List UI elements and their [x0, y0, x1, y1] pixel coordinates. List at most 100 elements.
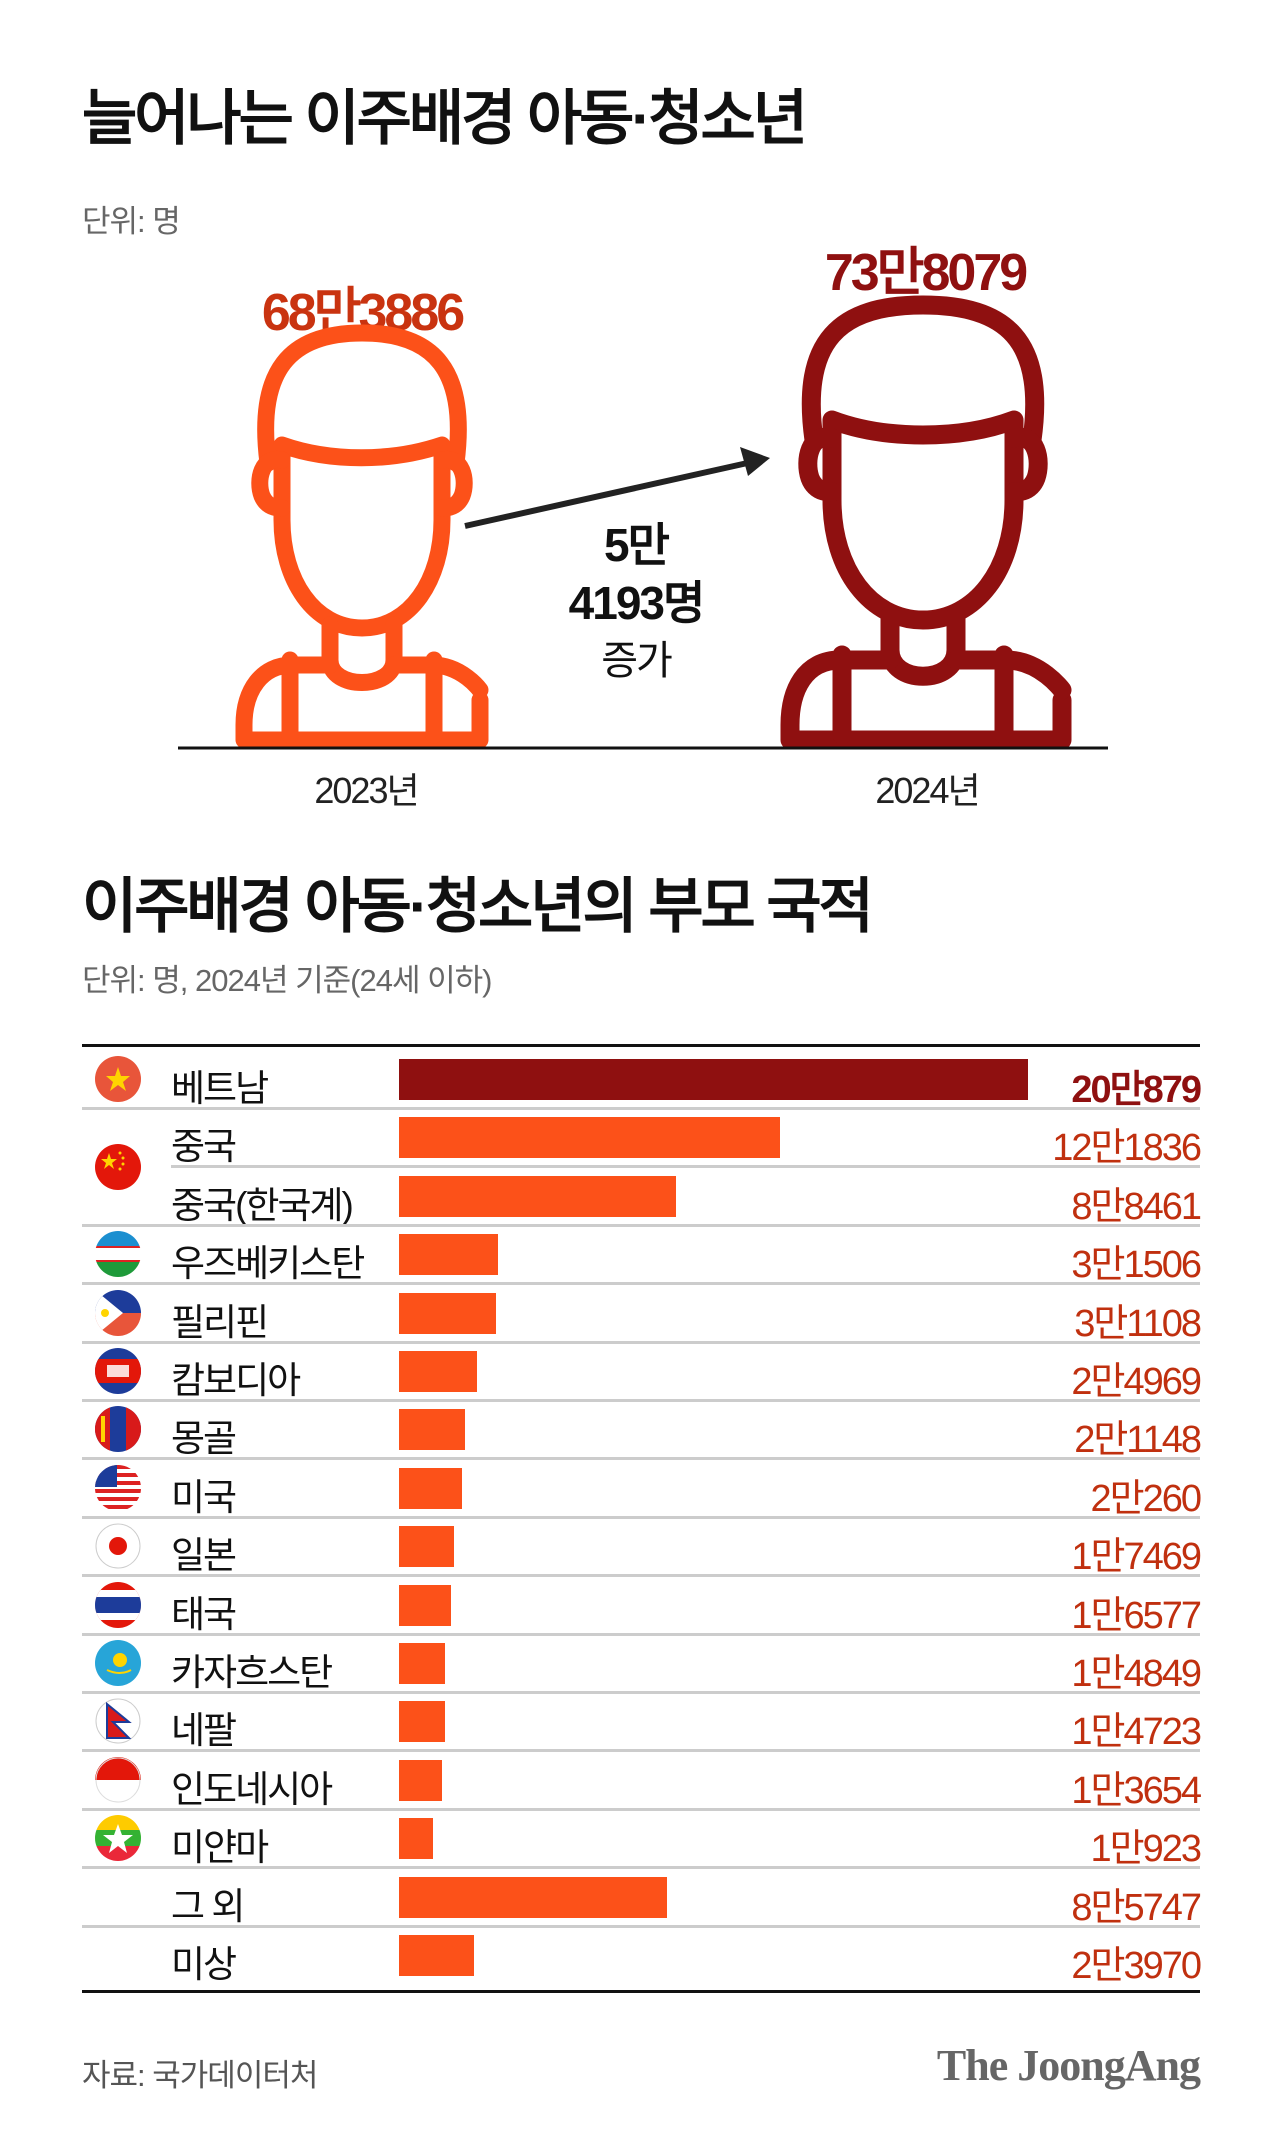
bar-label: 미국 [171, 1476, 237, 1518]
bar-row: 중국 12만1836 [82, 1108, 1202, 1190]
row-divider [82, 1457, 1200, 1461]
bar [399, 1467, 463, 1509]
unit-label: 단위: 명 [82, 204, 181, 239]
bar-label: 우즈베키스탄 [171, 1243, 365, 1285]
bar-row: 미상 2만3970 [82, 1926, 1202, 1987]
mongolia-flag-icon [95, 1406, 141, 1453]
bar-value-label: 1만6577 [1071, 1594, 1202, 1637]
vietnam-flag-icon [95, 1056, 141, 1102]
bar-value-label: 2만3970 [1071, 1945, 1202, 1987]
comparison-graphic [178, 295, 1108, 750]
arrow-line [464, 459, 753, 529]
source-label: 자료: 국가데이터처 [82, 2058, 318, 2093]
bar [399, 1876, 668, 1918]
bar-value-label: 3만1506 [1071, 1244, 1202, 1287]
bar-label: 중국 [171, 1126, 237, 1168]
row-divider [82, 1107, 1200, 1110]
value-2024: 73만8079 [824, 244, 1028, 302]
bar [399, 1409, 466, 1451]
bar [399, 1351, 478, 1392]
bar-value-label: 8만5747 [1071, 1886, 1202, 1929]
row-divider [82, 1515, 1200, 1519]
bar [399, 1818, 434, 1860]
bar-label: 그 외 [171, 1885, 245, 1927]
row-divider [82, 1632, 1200, 1636]
table-bottom-rule [82, 1990, 1200, 1993]
philippines-flag-icon [95, 1289, 141, 1336]
bar-row: 카자흐스탄 1만4849 [82, 1634, 1202, 1695]
bar-value-label: 1만7469 [1071, 1536, 1202, 1579]
bar-label: 인도네시아 [171, 1768, 333, 1810]
bar-row: 그 외 8만5747 [82, 1868, 1202, 1929]
row-divider [82, 1866, 1200, 1870]
person-icon-2023 [235, 324, 489, 749]
bar-row: 우즈베키스탄 3만1506 [82, 1225, 1202, 1286]
bar [399, 1584, 451, 1626]
bar-label: 필리핀 [171, 1301, 269, 1343]
bar-label: 베트남 [171, 1068, 269, 1109]
thailand-flag-icon [95, 1581, 141, 1628]
china-flag-icon [95, 1143, 141, 1190]
bar-label: 카자흐스탄 [171, 1652, 333, 1693]
bar-row: 필리핀 3만1108 [82, 1284, 1202, 1345]
row-divider [82, 1340, 1200, 1344]
bar-label: 미상 [171, 1944, 237, 1985]
bar [399, 1292, 497, 1334]
usa-flag-icon [95, 1464, 141, 1511]
kazakhstan-flag-icon [95, 1640, 141, 1686]
increase-line3: 증가 [601, 639, 673, 683]
year-2023-label: 2023년 [314, 770, 419, 811]
japan-flag-icon [95, 1523, 141, 1569]
row-divider [82, 1282, 1200, 1286]
increase-label: 5만 4193명 증가 [569, 516, 706, 690]
increase-line1: 5만 [604, 519, 670, 571]
bar [399, 1935, 475, 1976]
uzbekistan-flag-icon [95, 1231, 141, 1278]
row-divider [82, 1223, 1200, 1227]
bar-row: 캄보디아 2만4969 [82, 1342, 1202, 1403]
bar-value-label: 3만1108 [1074, 1302, 1202, 1345]
bar [399, 1759, 442, 1801]
bar-value-label: 2만260 [1090, 1477, 1202, 1520]
bar-row: 네팔 1만4723 [82, 1692, 1202, 1753]
bar-value-label: 20만879 [1071, 1069, 1202, 1111]
nepal-flag-icon [95, 1698, 141, 1744]
person-icon-2024 [780, 295, 1072, 750]
cambodia-flag-icon [95, 1348, 141, 1394]
bar-row: 미얀마 1만923 [82, 1809, 1202, 1870]
bar-label: 미얀마 [171, 1827, 269, 1869]
bar-value-label: 8만8461 [1071, 1185, 1202, 1228]
bar-label: 네팔 [171, 1710, 237, 1752]
bar-value-label: 12만1836 [1052, 1127, 1202, 1170]
joongang-logo: The JoongAng [936, 2041, 1201, 2090]
row-divider [82, 1574, 1200, 1578]
bar [399, 1234, 498, 1276]
section2-title: 이주배경 아동·청소년의 부모 국적 [82, 873, 874, 940]
indonesia-flag-icon [95, 1756, 141, 1803]
bar-value-label: 1만4723 [1071, 1711, 1202, 1754]
bar [399, 1175, 676, 1217]
section2-unit: 단위: 명, 2024년 기준(24세 이하) [82, 963, 492, 998]
year-2024-label: 2024년 [875, 770, 980, 811]
bar-row: 몽골 2만1148 [82, 1400, 1202, 1461]
bar-row: 미국 2만260 [82, 1459, 1202, 1520]
bar-label: 몽골 [171, 1418, 237, 1460]
row-divider [82, 1691, 1200, 1694]
bar-row: 베트남 20만879 [82, 1050, 1202, 1111]
row-divider [82, 1924, 1200, 1928]
row-divider [171, 1165, 1200, 1169]
bar-label: 중국(한국계) [171, 1184, 354, 1226]
page-title: 늘어나는 이주배경 아동·청소년 [82, 85, 808, 152]
bar-row: 일본 1만7469 [82, 1517, 1202, 1578]
bar-value-label: 2만1148 [1074, 1419, 1202, 1462]
bar-value-label: 1만923 [1090, 1828, 1202, 1871]
bar-value-label: 1만4849 [1071, 1653, 1202, 1695]
bar-label: 캄보디아 [171, 1360, 301, 1401]
myanmar-flag-icon [95, 1815, 141, 1862]
row-divider [82, 1399, 1200, 1402]
bar [399, 1643, 446, 1684]
bar-value-label: 2만4969 [1071, 1361, 1202, 1403]
bar [399, 1059, 1028, 1100]
bar-row: 인도네시아 1만3654 [82, 1751, 1202, 1812]
bar [399, 1701, 446, 1743]
